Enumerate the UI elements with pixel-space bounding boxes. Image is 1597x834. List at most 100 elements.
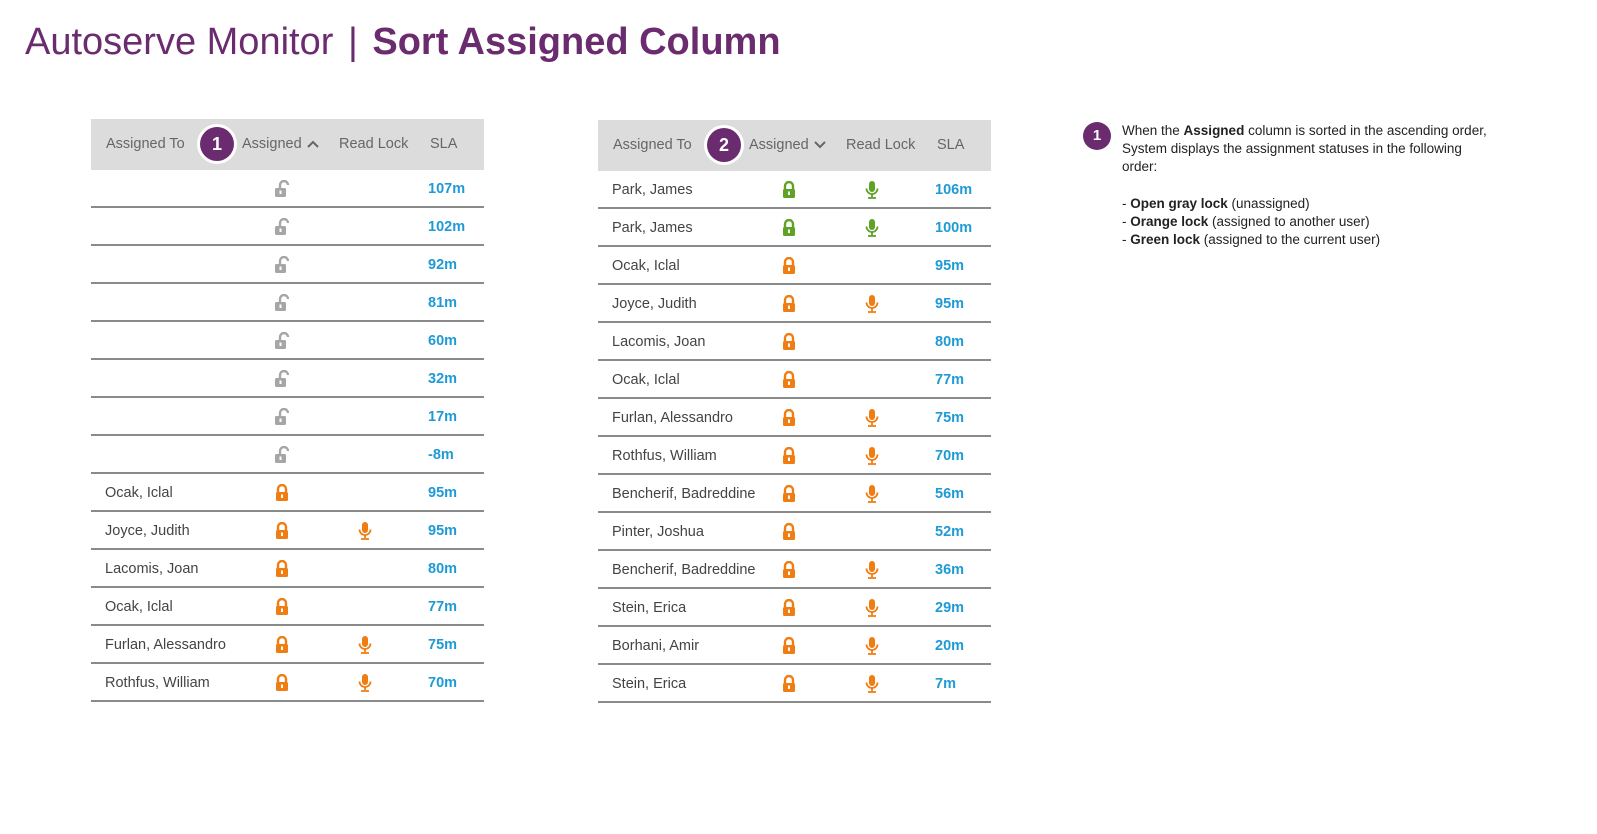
lock-icon[interactable]: [781, 219, 797, 237]
annotation-text: When the Assigned column is sorted in th…: [1122, 122, 1542, 249]
lock-open-icon[interactable]: [274, 256, 290, 274]
sla-cell: 32m: [428, 371, 458, 387]
table-row[interactable]: 92m: [91, 246, 484, 284]
lock-open-icon[interactable]: [274, 180, 290, 198]
column-header-assigned[interactable]: Assigned: [749, 120, 827, 171]
lock-icon[interactable]: [781, 485, 797, 503]
lock-icon[interactable]: [781, 181, 797, 199]
table-row[interactable]: Pinter, Joshua 52m: [598, 513, 991, 551]
lock-icon[interactable]: [781, 333, 797, 351]
sla-cell: 52m: [935, 524, 965, 540]
lock-open-icon[interactable]: [274, 294, 290, 312]
microphone-icon: [357, 635, 373, 655]
lock-icon[interactable]: [781, 675, 797, 693]
table-row[interactable]: 32m: [91, 360, 484, 398]
lock-open-icon[interactable]: [274, 218, 290, 236]
column-header-read-lock[interactable]: Read Lock: [339, 136, 409, 152]
lock-icon[interactable]: [781, 257, 797, 275]
assigned-to-cell: Joyce, Judith: [612, 296, 697, 312]
annotation-line: When the Assigned column is sorted in th…: [1122, 122, 1542, 140]
table-row[interactable]: Ocak, Iclal 95m: [91, 474, 484, 512]
table-row[interactable]: Stein, Erica 29m: [598, 589, 991, 627]
sla-cell: 80m: [428, 561, 458, 577]
lock-icon[interactable]: [781, 561, 797, 579]
table-row[interactable]: Furlan, Alessandro 75m: [91, 626, 484, 664]
lock-icon[interactable]: [781, 409, 797, 427]
annotation-spacer: [1122, 177, 1542, 195]
table-row[interactable]: Ocak, Iclal 77m: [91, 588, 484, 626]
table-row[interactable]: Ocak, Iclal 95m: [598, 247, 991, 285]
lock-icon[interactable]: [781, 295, 797, 313]
column-header-sla[interactable]: SLA: [937, 137, 965, 153]
table-row[interactable]: Lacomis, Joan 80m: [598, 323, 991, 361]
table-row[interactable]: Joyce, Judith 95m: [91, 512, 484, 550]
sla-cell: 102m: [428, 219, 466, 235]
chevron-up-icon: [306, 140, 319, 148]
annotation-item: - Green lock (assigned to the current us…: [1122, 231, 1542, 249]
table-row[interactable]: Bencherif, Badreddine 56m: [598, 475, 991, 513]
lock-icon[interactable]: [274, 674, 290, 692]
table-row[interactable]: -8m: [91, 436, 484, 474]
lock-open-icon[interactable]: [274, 332, 290, 350]
annotation-item-prefix: -: [1122, 213, 1131, 229]
annotation-text-part: column is sorted in the ascending order,: [1244, 123, 1487, 138]
lock-open-icon[interactable]: [274, 408, 290, 426]
table-row[interactable]: Furlan, Alessandro 75m: [598, 399, 991, 437]
lock-icon[interactable]: [781, 523, 797, 541]
lock-icon[interactable]: [274, 598, 290, 616]
table-row[interactable]: Park, James 100m: [598, 209, 991, 247]
sla-cell: 70m: [428, 675, 458, 691]
sla-cell: 60m: [428, 333, 458, 349]
assigned-to-cell: Pinter, Joshua: [612, 524, 704, 540]
microphone-icon: [864, 674, 880, 694]
assigned-to-cell: Lacomis, Joan: [105, 561, 199, 577]
annotation-item-prefix: -: [1122, 195, 1131, 211]
lock-icon[interactable]: [781, 447, 797, 465]
lock-icon[interactable]: [781, 599, 797, 617]
table-row[interactable]: Borhani, Amir 20m: [598, 627, 991, 665]
sla-cell: 29m: [935, 600, 965, 616]
assigned-to-cell: Park, James: [612, 182, 693, 198]
table-row[interactable]: Joyce, Judith 95m: [598, 285, 991, 323]
column-header-sla[interactable]: SLA: [430, 136, 458, 152]
lock-icon[interactable]: [781, 637, 797, 655]
lock-icon[interactable]: [274, 560, 290, 578]
sla-cell: 107m: [428, 181, 466, 197]
table-row[interactable]: 81m: [91, 284, 484, 322]
lock-open-icon[interactable]: [274, 370, 290, 388]
table-row[interactable]: 107m: [91, 170, 484, 208]
table-row[interactable]: Park, James 106m: [598, 171, 991, 209]
grid-body: Park, James 106m Park, James 100m Ocak, Icla…: [598, 171, 991, 703]
annotation-item-rest: (unassigned): [1227, 195, 1310, 211]
lock-icon[interactable]: [274, 636, 290, 654]
table-row[interactable]: Lacomis, Joan 80m: [91, 550, 484, 588]
assigned-to-cell: Rothfus, William: [612, 448, 717, 464]
column-header-assigned-to[interactable]: Assigned To: [106, 136, 185, 152]
column-header-assigned[interactable]: Assigned: [242, 119, 320, 170]
annotation-item-rest: (assigned to the current user): [1200, 232, 1381, 248]
annotation-bold-part: Assigned: [1183, 123, 1245, 138]
assigned-to-cell: Park, James: [612, 220, 693, 236]
sla-cell: 95m: [935, 258, 965, 274]
table-row[interactable]: Ocak, Iclal 77m: [598, 361, 991, 399]
annotation-text-part: When the: [1122, 123, 1184, 138]
table-row[interactable]: 60m: [91, 322, 484, 360]
table-row[interactable]: Rothfus, William 70m: [91, 664, 484, 702]
microphone-icon: [864, 180, 880, 200]
column-header-assigned-to[interactable]: Assigned To: [613, 137, 692, 153]
assigned-to-cell: Rothfus, William: [105, 675, 210, 691]
sla-cell: 56m: [935, 486, 965, 502]
table-row[interactable]: 102m: [91, 208, 484, 246]
annotation-marker: 1: [1083, 122, 1111, 150]
table-row[interactable]: Rothfus, William 70m: [598, 437, 991, 475]
lock-icon[interactable]: [781, 371, 797, 389]
lock-icon[interactable]: [274, 484, 290, 502]
table-row[interactable]: Stein, Erica 7m: [598, 665, 991, 703]
sla-cell: 7m: [935, 676, 956, 692]
column-header-read-lock[interactable]: Read Lock: [846, 137, 916, 153]
lock-open-icon[interactable]: [274, 446, 290, 464]
table-row[interactable]: Bencherif, Badreddine 36m: [598, 551, 991, 589]
lock-icon[interactable]: [274, 522, 290, 540]
assigned-to-cell: Stein, Erica: [612, 676, 687, 692]
table-row[interactable]: 17m: [91, 398, 484, 436]
